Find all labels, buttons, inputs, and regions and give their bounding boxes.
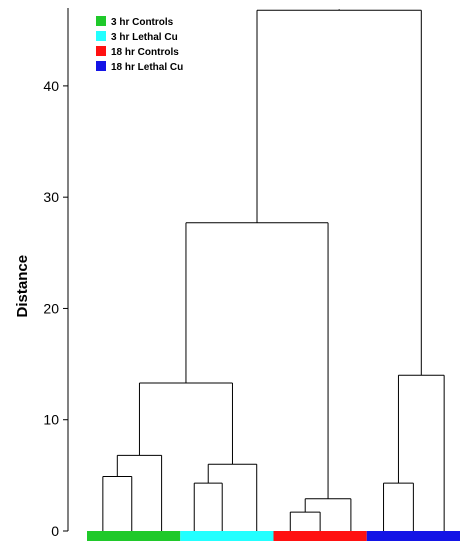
y-axis-ticks: 0 10 20 30 40 [43, 78, 68, 539]
y-axis-title: Distance [14, 255, 31, 318]
legend-label: 18 hr Lethal Cu [111, 62, 183, 73]
group-bar [87, 531, 181, 541]
legend-swatch [96, 46, 106, 56]
dendrogram-links [102, 9, 445, 531]
group-bar [180, 531, 274, 541]
y-tick-label: 10 [43, 412, 59, 428]
legend-swatch [96, 61, 106, 71]
group-bar [366, 531, 460, 541]
legend-label: 18 hr Controls [111, 47, 179, 58]
group-bar [273, 531, 367, 541]
legend-label: 3 hr Controls [111, 17, 174, 28]
legend: 3 hr Controls 3 hr Lethal Cu 18 hr Control… [96, 16, 183, 73]
y-tick-label: 20 [43, 300, 59, 316]
legend-swatch [96, 31, 106, 41]
y-tick-label: 40 [43, 78, 59, 94]
legend-label: 3 hr Lethal Cu [111, 32, 178, 43]
y-tick-label: 30 [43, 189, 59, 205]
legend-swatch [96, 16, 106, 26]
group-color-bars [87, 531, 460, 541]
y-tick-label: 0 [51, 523, 59, 539]
